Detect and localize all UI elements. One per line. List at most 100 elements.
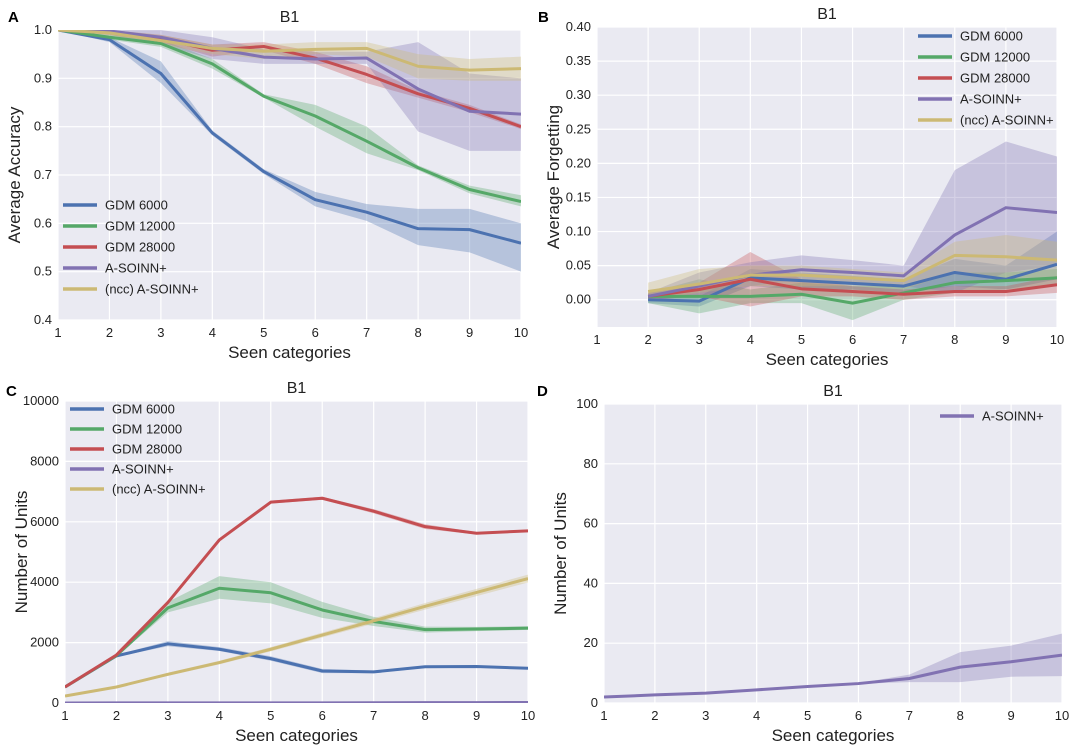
x-axis-label: Seen categories xyxy=(228,343,351,362)
x-tick-label: 6 xyxy=(849,332,856,347)
x-tick-label: 7 xyxy=(370,708,377,723)
y-tick-label: 0.5 xyxy=(34,264,52,279)
y-axis-label: Average Accuracy xyxy=(5,106,24,243)
x-tick-label: 5 xyxy=(798,332,805,347)
y-tick-label: 0.4 xyxy=(34,312,52,327)
x-axis-label: Seen categories xyxy=(766,350,889,369)
x-tick-label: 10 xyxy=(1055,708,1069,723)
series-layer xyxy=(58,30,521,272)
x-tick-label: 10 xyxy=(1050,332,1064,347)
legend-label-gdm-12000: GDM 12000 xyxy=(112,422,182,437)
y-tick-label: 0.6 xyxy=(34,215,52,230)
legend-label-a-soinn: A-SOINN+ xyxy=(960,92,1022,107)
y-tick-label: 80 xyxy=(584,456,598,471)
x-tick-label: 4 xyxy=(216,708,223,723)
band-a-soinn xyxy=(604,633,1062,698)
y-tick-label: 40 xyxy=(584,575,598,590)
panel-letter: C xyxy=(6,383,17,400)
line-gdm-6000 xyxy=(648,262,1057,303)
line-ncc-a-soinn xyxy=(647,253,1057,294)
y-axis-label: Average Forgetting xyxy=(544,105,563,249)
x-axis-label: Seen categories xyxy=(772,726,895,745)
x-tick-label: 8 xyxy=(951,332,958,347)
x-tick-label: 3 xyxy=(696,332,703,347)
legend-label-gdm-12000: GDM 12000 xyxy=(960,50,1030,65)
panel-b: 1 2 3 4 5 6 7 8 9 10 0.00 0.05 0.10 0.15 0.20 0.25 0.30 0… xyxy=(538,6,1064,369)
x-tick-label: 7 xyxy=(906,708,913,723)
x-tick-label: 5 xyxy=(260,325,267,340)
gridlines xyxy=(596,26,1058,327)
line-a-soinn xyxy=(604,653,1062,699)
line-gdm-6000 xyxy=(58,30,521,245)
legend-label-gdm-28000: GDM 28000 xyxy=(105,240,175,255)
y-tick-label: 0.35 xyxy=(566,53,591,68)
legend: GDM 6000 GDM 12000 GDM 28000 A-SOINN+ (ncc) … xyxy=(70,402,206,497)
line-gdm-28000 xyxy=(65,496,528,689)
x-tick-label: 9 xyxy=(1007,708,1014,723)
y-axis-label: Number of Units xyxy=(551,492,570,615)
panel-c: 1 2 3 4 5 6 7 8 9 10 0 2000 4000 6000 8000 10000 B1 Seen … xyxy=(6,380,535,745)
chart-title: B1 xyxy=(280,9,300,26)
x-tick-label: 7 xyxy=(363,325,370,340)
legend-label-a-soinn: A-SOINN+ xyxy=(112,462,174,477)
band-gdm-6000 xyxy=(648,231,1057,307)
y-tick-label: 0.25 xyxy=(566,121,591,136)
y-tick-label: 0.40 xyxy=(566,19,591,34)
y-tick-label: 0.20 xyxy=(566,155,591,170)
y-tick-label: 10000 xyxy=(23,393,59,408)
legend-label-gdm-6000: GDM 6000 xyxy=(112,402,175,417)
x-tick-label: 3 xyxy=(157,325,164,340)
chart-title: B1 xyxy=(287,380,307,397)
x-tick-label: 1 xyxy=(600,708,607,723)
x-tick-label: 1 xyxy=(54,325,61,340)
legend-label-gdm-6000: GDM 6000 xyxy=(105,198,168,213)
line-gdm-6000 xyxy=(65,642,528,689)
legend-label-a-soinn: A-SOINN+ xyxy=(105,261,167,276)
legend-label-gdm-12000: GDM 12000 xyxy=(105,219,175,234)
x-tick-label: 1 xyxy=(593,332,600,347)
panel-letter: B xyxy=(538,9,549,26)
line-gdm-12000 xyxy=(648,276,1057,305)
x-tick-label: 9 xyxy=(466,325,473,340)
x-tick-label: 4 xyxy=(209,325,216,340)
y-tick-label: 0.10 xyxy=(566,224,591,239)
y-tick-label: 2000 xyxy=(30,635,59,650)
x-tick-label: 8 xyxy=(414,325,421,340)
y-tick-label: 4000 xyxy=(30,574,59,589)
band-ncc-a-soinn xyxy=(648,234,1057,300)
x-axis-label: Seen categories xyxy=(235,726,358,745)
y-tick-label: 1.0 xyxy=(34,22,52,37)
x-tick-label: 2 xyxy=(106,325,113,340)
legend: GDM 6000 GDM 12000 GDM 28000 A-SOINN+ (ncc) … xyxy=(918,29,1054,128)
y-tick-label: 20 xyxy=(584,635,598,650)
line-gdm-28000 xyxy=(647,277,1057,298)
y-tick-label: 60 xyxy=(584,516,598,531)
x-tick-label: 9 xyxy=(473,708,480,723)
y-tick-label: 0.05 xyxy=(566,258,591,273)
panel-letter: D xyxy=(537,383,548,400)
line-ncc-a-soinn xyxy=(65,577,528,698)
y-tick-label: 0.15 xyxy=(566,189,591,204)
x-tick-label: 6 xyxy=(855,708,862,723)
line-gdm-12000 xyxy=(58,30,521,204)
panel-a: 1 2 3 4 5 6 7 8 9 10 0.4 0.5 0.6 0.7 0.8 0.9 1.0 B1 Seen c… xyxy=(5,9,528,362)
legend-label-ncc-a-soinn: (ncc) A-SOINN+ xyxy=(960,113,1054,128)
legend: A-SOINN+ xyxy=(940,409,1044,424)
y-axis-label: Number of Units xyxy=(12,491,31,614)
panel-letter: A xyxy=(8,9,19,26)
y-tick-label: 0.8 xyxy=(34,119,52,134)
x-tick-label: 4 xyxy=(753,708,760,723)
line-ncc-a-soinn xyxy=(58,30,521,72)
legend-label-gdm-28000: GDM 28000 xyxy=(960,71,1030,86)
x-tick-label: 2 xyxy=(651,708,658,723)
x-tick-label: 10 xyxy=(514,325,528,340)
x-tick-label: 10 xyxy=(521,708,535,723)
line-a-soinn xyxy=(58,30,521,116)
y-tick-label: 0.30 xyxy=(566,87,591,102)
y-tick-label: 0 xyxy=(591,695,598,710)
y-tick-label: 0.9 xyxy=(34,70,52,85)
gridlines xyxy=(603,403,1063,704)
series-layer xyxy=(647,141,1057,321)
